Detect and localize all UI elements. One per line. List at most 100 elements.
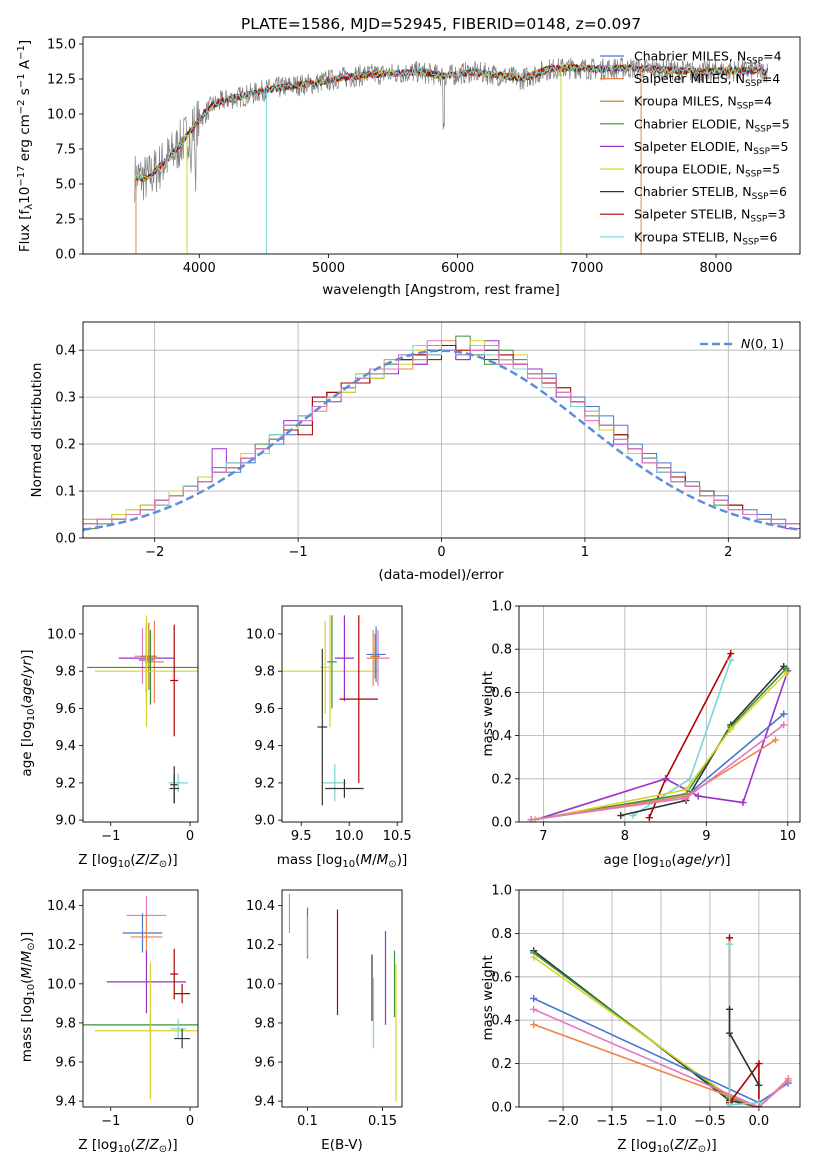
mass-weight-marker (530, 1005, 538, 1013)
x-tick-label: 0.0 (749, 1114, 770, 1129)
axes-frame (82, 36, 801, 255)
mass-weight-marker (694, 792, 702, 800)
massebv-xlabel: E(B-V) (321, 1137, 363, 1153)
y-tick-label: 12.5 (47, 73, 76, 88)
legend-label: Kroupa MILES, NSSP=4 (634, 94, 772, 112)
axes-frame (518, 605, 801, 823)
y-tick-label: 9.0 (254, 814, 275, 829)
y-tick-label: 10.0 (47, 627, 76, 642)
legend-value: =5 (771, 116, 789, 131)
x-tick-label: −2 (145, 545, 164, 560)
x-tick-label: 10.5 (383, 829, 412, 844)
y-tick-label: 9.0 (55, 814, 76, 829)
y-tick-label: 0.8 (491, 927, 512, 942)
mass-weight-marker (727, 650, 735, 658)
x-tick-label: −2.0 (547, 1114, 579, 1129)
mass-weight-line (620, 665, 785, 817)
legend-label: N(0, 1) (741, 336, 784, 351)
spectrum-ylabel: Flux [fλ10−17 erg cm−2 s−1 A−1] (16, 40, 35, 252)
x-tick-label: 6000 (441, 261, 474, 276)
x-tick-label: 10.0 (335, 829, 364, 844)
y-tick-label: 15.0 (47, 38, 76, 53)
legend-label: Salpeter MILES, NSSP=4 (634, 71, 780, 89)
mass-weight-line (728, 937, 760, 1107)
massweight-z-axes: −2.0 −1.5 −1.0 −0.5 0.0 0.0 0.2 0.4 0.6 0.8 1.0 (491, 884, 801, 1129)
y-tick-label: 9.6 (55, 702, 76, 717)
x-tick-label: 0.15 (368, 1114, 397, 1129)
y-tick-label: 0.1 (55, 485, 76, 500)
agez-xlabel: Z [log10(Z/Z⊙)] (78, 852, 177, 870)
x-tick-label: 8 (621, 829, 629, 844)
y-tick-label: 0.4 (55, 344, 76, 359)
massebv-axes: 0.1 0.15 9.4 9.6 9.8 10.0 10.2 10.4 (246, 889, 403, 1129)
y-tick-label: 9.6 (254, 702, 275, 717)
y-tick-label: 9.8 (254, 1016, 275, 1031)
spectrum-legend: Chabrier MILES, NSSP=4 Salpeter MILES, NS… (600, 49, 790, 247)
y-tick-label: 1.0 (491, 600, 512, 615)
x-tick-label: 0 (186, 829, 194, 844)
legend-label: Kroupa STELIB, NSSP=6 (634, 229, 778, 247)
x-tick-label: −1.5 (596, 1114, 628, 1129)
spectrum-xlabel: wavelength [Angstrom, rest frame] (322, 282, 560, 298)
y-tick-label: 9.6 (55, 1056, 76, 1071)
y-tick-label: 9.2 (55, 776, 76, 791)
mass-weight-marker (530, 1021, 538, 1029)
observed-spectrum (134, 57, 769, 203)
x-tick-label: 9 (702, 829, 710, 844)
y-tick-label: 9.4 (254, 739, 275, 754)
legend-value: =4 (754, 94, 772, 109)
agez-errorbars (86, 615, 198, 804)
residual-ylabel: Normed distribution (29, 363, 45, 498)
histograms (83, 335, 800, 532)
axes-frame (82, 889, 199, 1108)
y-tick-label: 0.2 (491, 772, 512, 787)
spectrum-axes: 4000 5000 6000 7000 8000 0.0 2.5 5.0 7.5 10.0 12.5… (47, 36, 801, 276)
mass-weight-marker (727, 656, 735, 664)
mass-weight-line (533, 956, 760, 1107)
mass-weight-line (533, 950, 760, 1107)
y-tick-label: 2.5 (55, 213, 76, 228)
y-tick-label: 10.4 (246, 899, 275, 914)
massz-ylabel: mass [log10(M/M⊙)] (19, 932, 37, 1062)
y-tick-label: 10.0 (47, 108, 76, 123)
legend-label: Salpeter ELODIE, NSSP=5 (634, 139, 788, 157)
legend-value: =4 (763, 49, 781, 64)
mass-weight-marker (726, 1029, 734, 1037)
y-tick-label: 10.4 (47, 899, 76, 914)
y-tick-label: 0.0 (55, 532, 76, 547)
y-tick-label: 0.8 (491, 643, 512, 658)
x-tick-label: 8000 (699, 261, 732, 276)
x-tick-label: −1.0 (645, 1114, 677, 1129)
legend-subscript: SSP (753, 147, 770, 157)
mass-weight-line (531, 724, 785, 821)
legend-subscript: SSP (746, 57, 763, 67)
y-tick-label: 7.5 (55, 143, 76, 158)
x-tick-label: 1 (581, 545, 589, 560)
legend-value: =4 (762, 71, 780, 86)
axes-frame (281, 605, 403, 823)
y-tick-label: 10.2 (47, 938, 76, 953)
x-tick-label: 0.1 (297, 1114, 318, 1129)
mass-weight-line (728, 1009, 760, 1086)
legend-value: =5 (770, 139, 788, 154)
axes-frame (82, 605, 199, 823)
y-tick-label: 0.2 (491, 1057, 512, 1072)
legend-value: =5 (762, 162, 780, 177)
legend-subscript: SSP (752, 192, 769, 202)
x-tick-label: −1 (101, 829, 120, 844)
mass-weight-marker (755, 1099, 763, 1107)
mass-weight-marker (682, 786, 690, 794)
x-tick-label: 10 (780, 829, 797, 844)
legend-label: Chabrier STELIB, NSSP=6 (634, 184, 787, 202)
histogram-step (83, 340, 800, 525)
mass-weight-marker (739, 799, 747, 807)
legend-value: =6 (769, 184, 787, 199)
model-spectrum (134, 64, 769, 182)
spectrum-title: PLATE=1586, MJD=52945, FIBERID=0148, z=0… (241, 15, 641, 33)
y-tick-label: 1.0 (491, 884, 512, 899)
plot-layer: 4000 5000 6000 7000 80000.02.55.07.510.012.5… (47, 36, 801, 1129)
y-tick-label: 9.4 (55, 739, 76, 754)
y-tick-label: 0.4 (491, 729, 512, 744)
agez-ylabel: age [log10(age/yr)] (19, 649, 37, 776)
